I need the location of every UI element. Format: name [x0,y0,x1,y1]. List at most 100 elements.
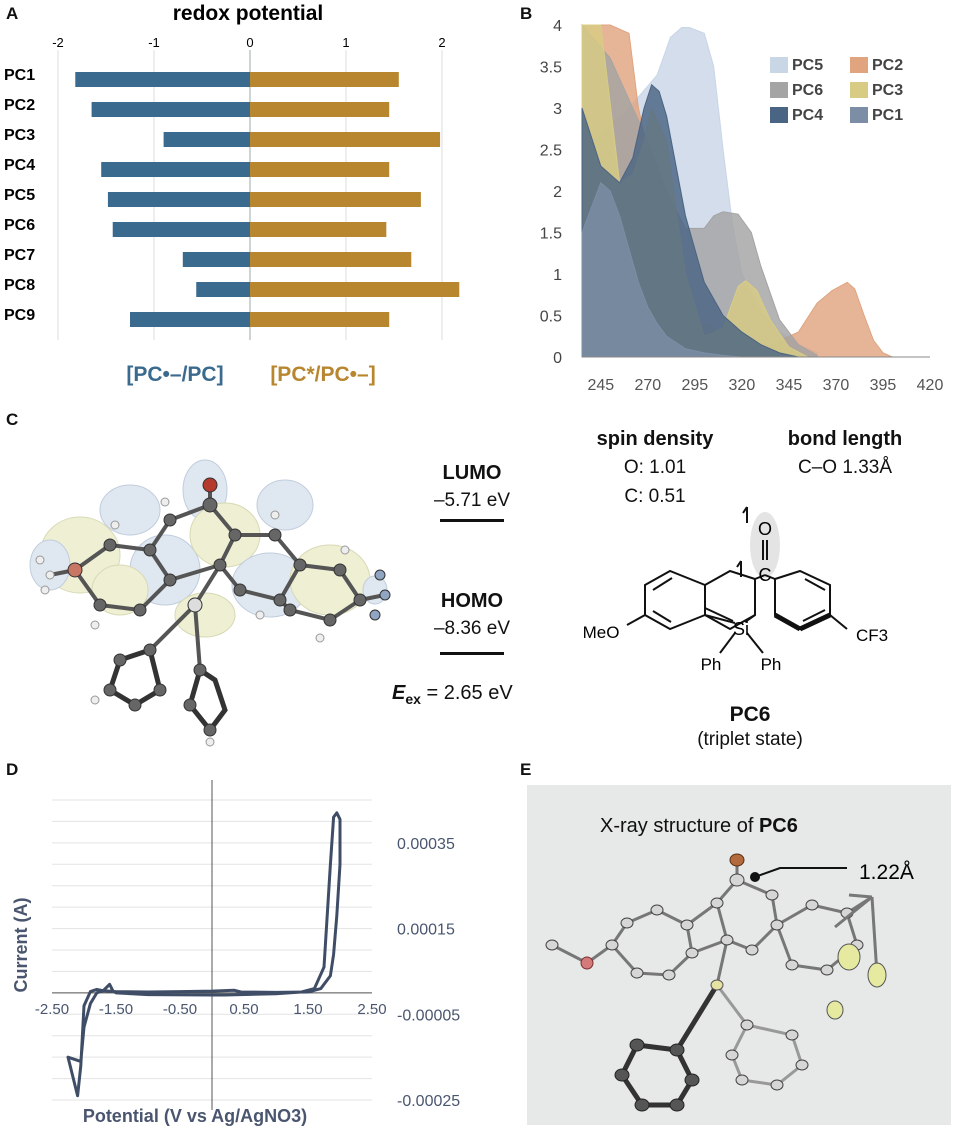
x-tick-label: 395 [870,377,897,394]
legend-label: PC3 [872,82,903,99]
homo-label: HOMO [440,590,504,612]
panel-label-c: C [6,410,19,429]
bond-length-value: C–O 1.33Å [798,457,892,478]
xray-title-prefix: X-ray structure of [600,815,759,837]
xray-bond-length: 1.22Å [859,861,914,884]
y-tick-label: 2 [553,184,562,201]
legend-swatch [850,57,868,73]
homo-level-line [440,652,504,655]
x-tick-label: -0.50 [163,1001,197,1018]
legend-label: PC4 [792,107,823,124]
lumo-level-line [440,519,504,522]
legend-excited: [PC*/PC•–] [270,363,375,386]
bar [250,162,390,177]
category-label: PC7 [4,247,35,264]
x-tick-label: -1.50 [99,1001,133,1018]
atom-o: O [758,519,772,539]
y-tick-label: 3 [553,101,562,118]
atom-ph-left: Ph [701,655,722,674]
x-tick-label: -1 [148,35,160,50]
bar [163,132,250,147]
x-tick-label: 320 [729,377,756,394]
y-tick-label: 1 [553,267,562,284]
cv-ylabel: Current (A) [11,898,31,993]
xray-title: X-ray structure of PC6 [600,815,798,838]
bar [196,282,250,297]
panel-label-e: E [520,760,532,779]
bar [75,72,250,87]
cyclic-voltammogram-chart: -2.50 -1.50 -0.50 0.50 1.50 2.50 0.00035 0.000… [11,780,460,1126]
x-tick-label: 0.50 [229,1001,258,1018]
cv-xlabel: Potential (V vs Ag/AgNO3) [83,1106,307,1126]
x-tick-label: 2.50 [357,1001,386,1018]
category-label: PC8 [4,277,35,294]
y-tick-label: -0.00025 [397,1093,460,1110]
x-tick-label: 1.50 [293,1001,322,1018]
x-tick-label: 2 [438,35,445,50]
category-label: PC1 [4,67,35,84]
y-tick-label: 0.00035 [397,836,455,853]
legend-label: PC6 [792,82,823,99]
redox-potential-chart: redox potential -2 -1 0 1 2 PC1 PC2 PC3 PC4 PC5 P… [4,2,460,386]
legend-swatch [770,107,788,123]
lumo-label: LUMO [442,462,502,484]
xray-title-bold: PC6 [758,815,798,837]
x-tick-label: 420 [917,377,944,394]
pc6-structure-drawing: O C Si MeO CF3 Ph Ph [583,506,888,674]
bar [112,222,250,237]
category-label: PC5 [4,187,35,204]
excitation-subscript: ex [405,691,421,707]
legend-swatch [770,57,788,73]
y-tick-label: 0.5 [540,309,562,326]
absorption-spectra-chart: 0 0.5 1 1.5 2 2.5 3 3.5 4 245 270 295 320 345 370 395 4… [540,18,944,394]
panel-label-a: A [6,4,19,23]
x-tick-label: 270 [634,377,661,394]
bar [250,72,399,87]
category-label: PC3 [4,127,35,144]
legend-label: PC2 [872,57,903,74]
bar [250,252,412,267]
orbital-render [29,459,391,747]
y-tick-label: 3.5 [540,60,562,77]
excitation-symbol: E [392,682,406,704]
x-tick-label: -2.50 [35,1001,69,1018]
category-label: PC6 [4,217,35,234]
bar [250,282,460,297]
legend-label: PC1 [872,107,903,124]
y-tick-label: 0.00015 [397,922,455,939]
category-label: PC4 [4,157,35,174]
bar [91,102,250,117]
bar [250,312,390,327]
atom-c: C [759,565,772,585]
series-area [581,181,761,358]
redox-chart-title: redox potential [173,2,324,25]
panel-label-d: D [6,760,19,779]
excitation-energy: Eex = 2.65 eV [392,682,513,707]
x-tick-label: 370 [823,377,850,394]
x-tick-label: 0 [246,35,253,50]
bar [101,162,250,177]
x-tick-label: 1 [342,35,349,50]
bar [250,132,441,147]
atom-si: Si [733,619,749,639]
legend-reduction: [PC•–/PC] [126,363,223,386]
y-tick-label: 4 [553,18,562,35]
bar [250,222,387,237]
y-tick-label: 2.5 [540,143,562,160]
legend-swatch [770,82,788,98]
atom-meo: MeO [583,623,620,642]
bar [250,192,421,207]
legend-swatch [850,107,868,123]
bar [107,192,250,207]
x-tick-label: 295 [682,377,709,394]
bar [130,312,250,327]
atom-ph-right: Ph [761,655,782,674]
lumo-value: –5.71 eV [433,490,511,511]
xray-structure: 1.22Å [545,853,914,1112]
legend-swatch [850,82,868,98]
molecule-name: PC6 [729,703,771,726]
legend-label: PC5 [792,57,823,74]
x-tick-label: 345 [776,377,803,394]
spin-density-c: C: 0.51 [624,486,686,507]
molecule-state: (triplet state) [697,729,803,750]
